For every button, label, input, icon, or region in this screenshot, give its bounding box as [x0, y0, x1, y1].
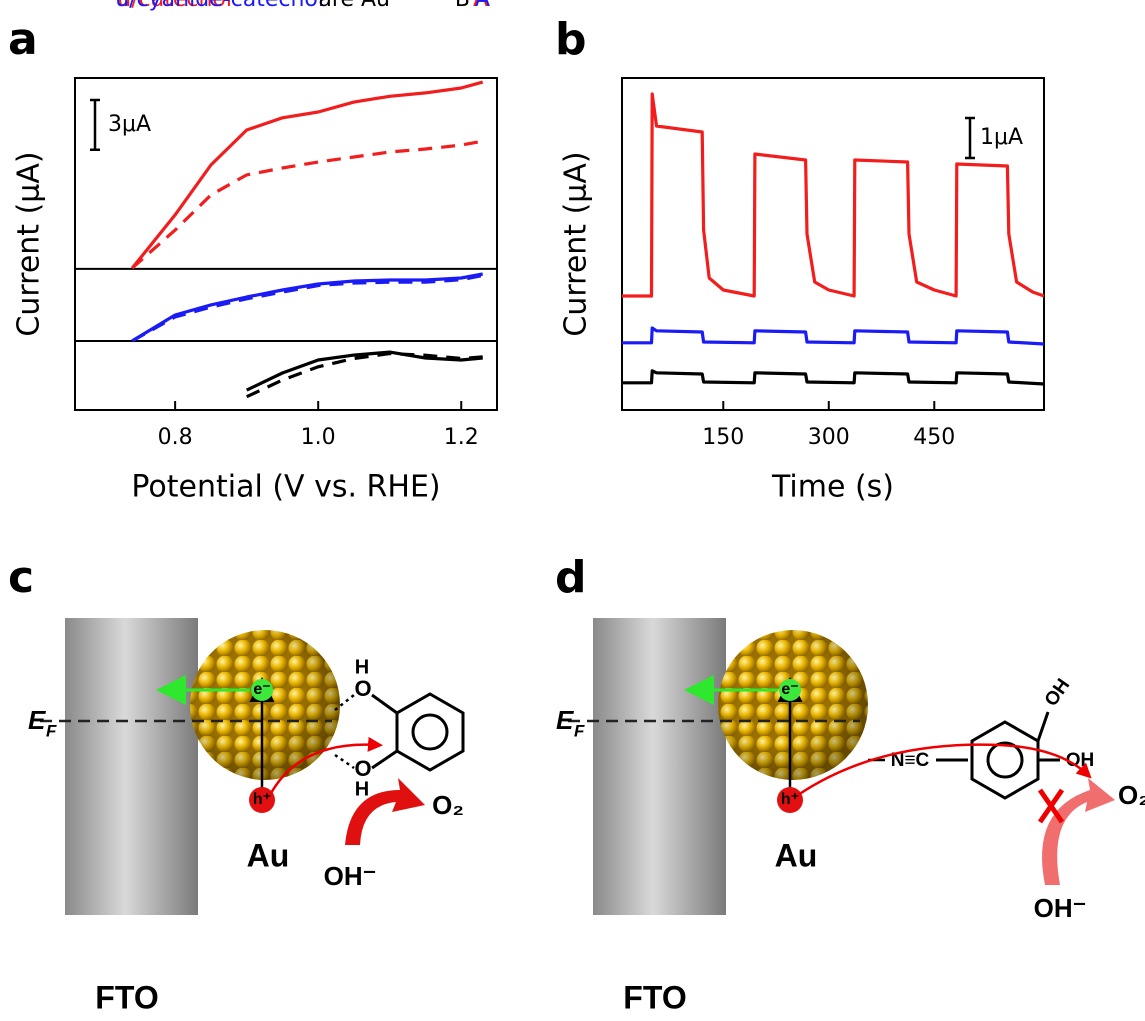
series-label: Bare Au — [318, 0, 470, 12]
scale-bar-label: 3μA — [108, 112, 151, 137]
electron — [779, 679, 801, 701]
plot-frame — [74, 77, 498, 411]
fermi-sub: F — [46, 721, 57, 740]
x-tick-label: 300 — [808, 425, 850, 450]
reactant-label: OH⁻ — [324, 861, 377, 891]
reaction-arrow — [1042, 778, 1115, 885]
electron — [251, 679, 273, 701]
fto-electrode — [593, 618, 726, 915]
au-shade — [718, 630, 868, 780]
metal-label: Au — [775, 837, 818, 873]
x-tick-label: 0.8 — [158, 425, 193, 450]
fermi-label: E — [556, 705, 574, 735]
electron-label: e⁻ — [253, 681, 270, 698]
fermi-sub: F — [574, 721, 585, 740]
data-line — [130, 80, 484, 270]
series-label: Au/cyanide-catechol — [115, 0, 490, 12]
bond — [371, 749, 398, 770]
metal-label: Au — [247, 837, 290, 873]
data-line — [246, 352, 483, 399]
reactant-label: OH⁻ — [1034, 893, 1087, 923]
y-axis-label: Current (μA) — [12, 151, 47, 336]
hole — [777, 787, 803, 813]
panel-label: a — [8, 14, 38, 65]
scale-bar-label: 1μA — [980, 125, 1023, 150]
substrate-label: FTO — [95, 979, 158, 1015]
y-axis-label: Current (μA) — [559, 151, 594, 336]
data-line — [131, 273, 484, 343]
data-line — [246, 350, 483, 392]
panel-label: d — [555, 552, 587, 603]
scale-bar — [965, 116, 975, 160]
electron-label: e⁻ — [781, 681, 798, 698]
x-tick-label: 1.2 — [444, 425, 479, 450]
au-shade — [190, 630, 340, 780]
substrate-label: FTO — [623, 979, 686, 1015]
product-label: O₂ — [432, 790, 464, 820]
fermi-label: E — [28, 705, 46, 735]
data-line — [622, 326, 1045, 346]
x-tick-label: 1.0 — [301, 425, 336, 450]
hole-transfer-arrow — [268, 736, 383, 796]
data-line — [622, 92, 1045, 298]
diagram-c: E F e⁻ h⁺ Au FTO H O O H OH⁻ O₂ — [28, 618, 465, 1015]
hole-label: h⁺ — [781, 791, 799, 808]
benzene-ring — [970, 720, 1040, 800]
atom-label: H — [355, 656, 369, 678]
atom-label: N≡C — [891, 750, 930, 771]
aromatic-circle — [411, 713, 449, 751]
bond — [371, 693, 398, 715]
data-line — [131, 139, 483, 270]
reaction-arrow — [345, 778, 425, 845]
hole-transfer-arrow — [797, 743, 1092, 797]
x-tick-label: 450 — [913, 425, 955, 450]
atom-label: H — [355, 778, 369, 800]
atom-label: O — [354, 756, 371, 781]
x-axis-label: Potential (V vs. RHE) — [131, 470, 440, 505]
atom-label: O — [354, 676, 371, 701]
atom-label: OH — [1041, 675, 1075, 710]
bond — [1036, 711, 1050, 742]
diagram-d: E F e⁻ h⁺ Au FTO N≡C OH OH OH⁻ O₂ — [556, 618, 1145, 1015]
blocked-mark — [1037, 788, 1065, 824]
fto-electrode — [65, 618, 198, 915]
hole — [249, 787, 275, 813]
benzene-ring — [395, 692, 465, 772]
scale-bar — [90, 98, 100, 152]
data-line — [131, 272, 483, 343]
x-axis-label: Time (s) — [771, 470, 894, 505]
hydrogen-bond — [334, 753, 355, 770]
x-tick-label: 150 — [702, 425, 744, 450]
plot-frame — [621, 77, 1045, 411]
product-label: O₂ — [1118, 780, 1145, 810]
aromatic-circle — [986, 741, 1024, 779]
panel-label: b — [555, 14, 587, 65]
panel-label: c — [8, 552, 34, 603]
hole-label: h⁺ — [253, 791, 271, 808]
data-line — [622, 369, 1045, 386]
